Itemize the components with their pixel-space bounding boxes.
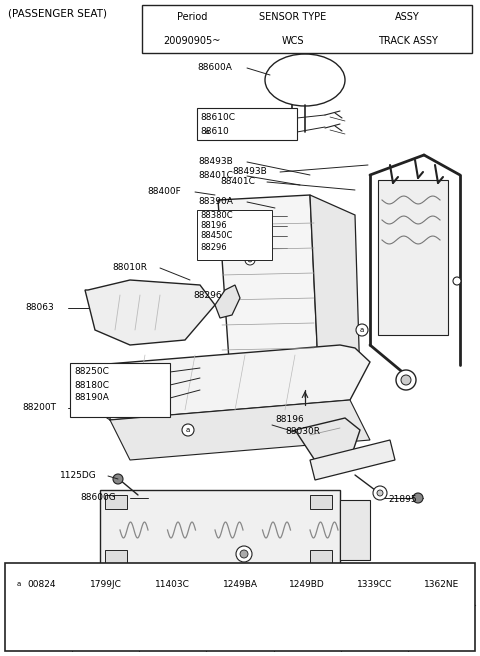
Text: 88196: 88196	[275, 415, 304, 424]
Text: 00824: 00824	[27, 580, 56, 588]
Circle shape	[368, 622, 380, 634]
Circle shape	[201, 126, 213, 138]
Polygon shape	[95, 365, 110, 420]
Circle shape	[356, 324, 368, 336]
Bar	[310, 550, 332, 564]
Text: 88196: 88196	[200, 222, 227, 230]
Polygon shape	[125, 572, 172, 591]
Bar	[197, 108, 297, 140]
Text: 1125DG: 1125DG	[60, 472, 97, 480]
Text: 88380C: 88380C	[200, 211, 233, 220]
Text: 1339CC: 1339CC	[357, 580, 392, 588]
Text: Period: Period	[177, 12, 207, 22]
Text: 88610: 88610	[200, 127, 229, 136]
Text: 88010R: 88010R	[112, 264, 147, 272]
Circle shape	[413, 493, 423, 503]
Text: 88158: 88158	[75, 573, 104, 583]
Text: 1362NE: 1362NE	[424, 580, 459, 588]
Text: a: a	[17, 581, 21, 587]
Polygon shape	[110, 400, 370, 460]
Text: 88180C: 88180C	[74, 380, 109, 390]
Text: 88390A: 88390A	[198, 197, 233, 207]
Text: 88493B: 88493B	[198, 157, 233, 167]
Text: (PASSENGER SEAT): (PASSENGER SEAT)	[8, 9, 107, 19]
Text: 1799JC: 1799JC	[90, 580, 121, 588]
Polygon shape	[120, 570, 140, 590]
Circle shape	[373, 486, 387, 500]
Circle shape	[377, 490, 383, 496]
Bar	[5, 563, 475, 651]
Circle shape	[168, 611, 178, 621]
Circle shape	[13, 578, 25, 590]
Bar	[378, 180, 448, 335]
Polygon shape	[310, 570, 330, 590]
Circle shape	[236, 546, 252, 562]
Polygon shape	[295, 418, 360, 468]
Circle shape	[298, 607, 316, 625]
Bar	[105, 495, 127, 509]
Circle shape	[182, 424, 194, 436]
Circle shape	[232, 606, 248, 622]
Bar	[92, 294, 117, 312]
Text: 88493B: 88493B	[232, 167, 267, 176]
Circle shape	[240, 550, 248, 558]
Bar	[105, 550, 127, 564]
Text: a: a	[186, 427, 190, 433]
Text: TRACK ASSY: TRACK ASSY	[378, 36, 438, 46]
FancyArrow shape	[23, 618, 48, 636]
Bar	[100, 490, 340, 570]
Polygon shape	[95, 345, 370, 420]
Circle shape	[245, 255, 255, 265]
Text: 88400F: 88400F	[147, 188, 181, 197]
Bar	[70, 363, 170, 417]
Polygon shape	[215, 285, 240, 318]
Text: 88063: 88063	[25, 304, 54, 312]
Text: 1249BA: 1249BA	[223, 580, 257, 588]
Ellipse shape	[265, 54, 345, 106]
Text: ASSY: ASSY	[395, 12, 420, 22]
Circle shape	[113, 474, 123, 484]
Text: SENSOR TYPE: SENSOR TYPE	[259, 12, 326, 22]
Text: 88250C: 88250C	[74, 367, 109, 377]
Text: 88030R: 88030R	[285, 428, 320, 436]
Text: a: a	[360, 327, 364, 333]
Text: a: a	[205, 129, 209, 135]
Text: WCS: WCS	[282, 36, 304, 46]
Polygon shape	[218, 195, 318, 375]
Text: 88610C: 88610C	[200, 113, 235, 123]
Circle shape	[401, 375, 411, 385]
Text: 88450C: 88450C	[200, 232, 232, 241]
Text: 88401C: 88401C	[198, 171, 233, 180]
Circle shape	[453, 277, 461, 285]
Text: 88401C: 88401C	[220, 178, 255, 186]
Text: 11403C: 11403C	[156, 580, 190, 588]
Circle shape	[248, 258, 252, 262]
Text: 88190A: 88190A	[74, 394, 109, 403]
Text: 88200T: 88200T	[22, 403, 56, 413]
Polygon shape	[85, 280, 215, 345]
Bar	[197, 210, 272, 260]
Text: 20090905~: 20090905~	[164, 36, 221, 46]
Text: 21895: 21895	[388, 495, 417, 504]
Text: 88296: 88296	[200, 243, 227, 253]
Text: 88296: 88296	[193, 291, 222, 300]
Polygon shape	[310, 195, 360, 380]
Polygon shape	[310, 440, 395, 480]
Bar	[142, 5, 472, 53]
Bar	[340, 500, 370, 560]
Text: 88600G: 88600G	[80, 493, 116, 502]
Circle shape	[396, 370, 416, 390]
Bar	[310, 495, 332, 509]
Text: 1249BD: 1249BD	[289, 580, 325, 588]
Text: 88600A: 88600A	[197, 64, 232, 73]
